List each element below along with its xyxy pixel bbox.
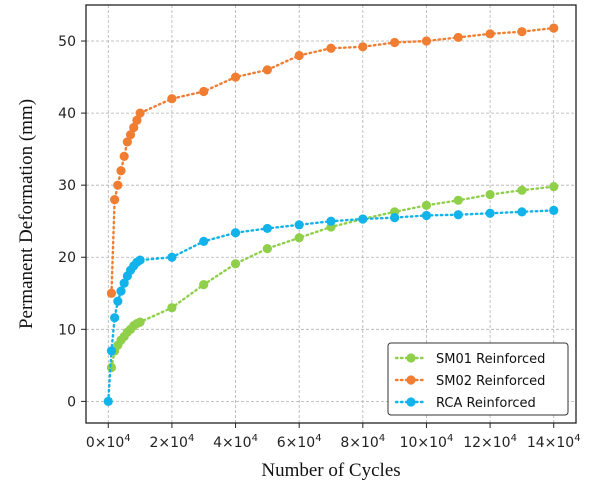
y-tick-label: 30 (58, 178, 76, 194)
data-point (421, 36, 432, 46)
data-point (119, 151, 129, 161)
legend-label: RCA Reinforced (436, 396, 536, 411)
data-point (199, 280, 209, 290)
data-point (453, 210, 463, 220)
data-point (199, 86, 209, 97)
series-sm02-reinforced (106, 23, 559, 298)
y-tick-label: 40 (58, 106, 76, 122)
y-tick-label: 20 (58, 250, 76, 266)
grid (86, 5, 576, 423)
data-point (135, 108, 145, 118)
x-axis-label: Number of Cycles (261, 460, 400, 481)
data-point (132, 115, 142, 125)
data-point (116, 286, 126, 296)
legend-item: SM02 Reinforced (394, 374, 545, 389)
data-point (113, 180, 123, 190)
y-tick-label: 0 (67, 394, 76, 410)
data-point (122, 137, 132, 147)
data-point (135, 255, 145, 265)
x-tick-label: 6×104 (277, 433, 322, 451)
x-tick-label: 2×104 (149, 433, 194, 451)
data-point (230, 228, 241, 238)
data-point (230, 72, 241, 82)
data-point (262, 65, 272, 75)
data-point (421, 200, 432, 210)
data-point (453, 32, 463, 43)
data-point (199, 236, 209, 246)
data-point (106, 346, 117, 356)
x-tick-label: 14×104 (527, 433, 581, 451)
data-point (326, 43, 336, 53)
legend-marker (406, 397, 416, 407)
data-point (167, 252, 177, 262)
data-point (453, 195, 463, 205)
data-point (485, 189, 495, 200)
legend-item: SM01 Reinforced (394, 352, 545, 367)
data-point (167, 303, 177, 313)
data-point (485, 29, 495, 39)
data-point (294, 233, 304, 243)
x-tick-label: 8×104 (340, 433, 385, 451)
data-point (358, 214, 368, 224)
x-tick-label: 12×104 (463, 433, 517, 451)
legend-marker (406, 353, 416, 363)
data-point (167, 94, 177, 104)
legend-marker (406, 375, 416, 385)
data-point (110, 194, 120, 205)
y-axis-label: Permanent Deformation (mm) (16, 99, 37, 329)
data-point (119, 278, 129, 288)
y-tick-label: 10 (58, 322, 76, 338)
legend-box (387, 342, 569, 416)
legend: SM01 Reinforced SM02 Reinforced RCA Reinfo… (387, 342, 569, 416)
data-point (125, 130, 136, 140)
data-point (421, 210, 432, 221)
data-point (485, 208, 495, 218)
data-point (230, 259, 241, 269)
data-point (110, 313, 120, 323)
data-point (517, 207, 527, 217)
y-tick-label: 50 (58, 34, 76, 50)
series-sm01-reinforced (106, 182, 559, 373)
data-point (549, 205, 559, 215)
plot-frame (85, 4, 577, 424)
x-tick-label: 10×104 (400, 433, 454, 451)
data-point (549, 182, 559, 192)
data-point (129, 122, 139, 133)
data-point (116, 166, 126, 176)
data-point (517, 185, 527, 195)
legend-label: SM02 Reinforced (436, 374, 545, 389)
data-point (358, 42, 368, 52)
data-point (103, 396, 113, 406)
data-point (390, 37, 400, 48)
x-tick-label: 0×104 (86, 433, 131, 451)
data-point (262, 223, 272, 234)
axis-ticks: 0×104 2×104 4×104 6×104 8×104 10×104 12×104 14×… (58, 34, 580, 451)
legend-label: SM01 Reinforced (436, 352, 545, 367)
legend-item: RCA Reinforced (394, 396, 536, 411)
data-point (294, 50, 304, 61)
data-point (326, 216, 336, 226)
data-point (135, 317, 145, 327)
data-point (113, 296, 123, 306)
x-tick-label: 4×104 (213, 433, 258, 451)
data-point (390, 213, 400, 223)
data-point (549, 23, 559, 33)
data-point (106, 288, 117, 298)
data-point (517, 27, 527, 37)
series-rca-reinforced (103, 205, 559, 406)
plot-series (103, 23, 559, 406)
data-point (262, 243, 272, 254)
data-point (294, 220, 304, 230)
